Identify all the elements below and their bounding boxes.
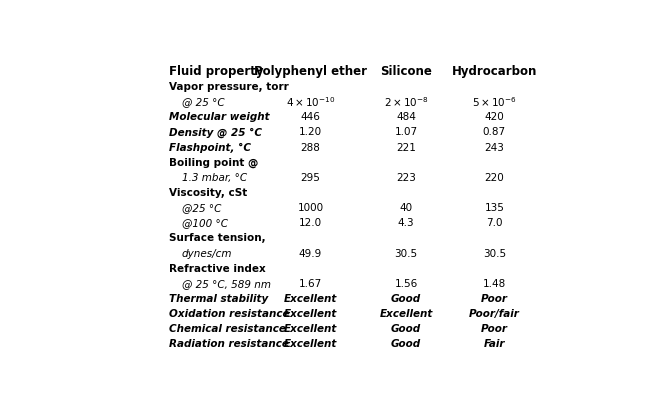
Text: Good: Good bbox=[391, 339, 421, 349]
Text: Viscosity, cSt: Viscosity, cSt bbox=[170, 188, 248, 198]
Text: 1.67: 1.67 bbox=[299, 278, 322, 288]
Text: Fluid property: Fluid property bbox=[170, 65, 264, 78]
Text: 4.3: 4.3 bbox=[398, 218, 415, 228]
Text: Density @ 25 °C: Density @ 25 °C bbox=[170, 127, 263, 137]
Text: Excellent: Excellent bbox=[284, 339, 337, 349]
Text: Excellent: Excellent bbox=[284, 324, 337, 333]
Text: dynes/cm: dynes/cm bbox=[182, 248, 233, 258]
Text: Poor/fair: Poor/fair bbox=[469, 308, 520, 318]
Text: 288: 288 bbox=[300, 142, 320, 152]
Text: Flashpoint, °C: Flashpoint, °C bbox=[170, 142, 252, 152]
Text: $2 \times 10^{-8}$: $2 \times 10^{-8}$ bbox=[384, 95, 428, 109]
Text: 220: 220 bbox=[484, 173, 504, 182]
Text: 7.0: 7.0 bbox=[486, 218, 502, 228]
Text: Vapor pressure, torr: Vapor pressure, torr bbox=[170, 82, 289, 92]
Text: $4 \times 10^{-10}$: $4 \times 10^{-10}$ bbox=[286, 95, 335, 109]
Text: 1.3 mbar, °C: 1.3 mbar, °C bbox=[182, 173, 247, 182]
Text: Boiling point @: Boiling point @ bbox=[170, 157, 259, 167]
Text: $5 \times 10^{-6}$: $5 \times 10^{-6}$ bbox=[472, 95, 517, 109]
Text: Radiation resistance: Radiation resistance bbox=[170, 339, 289, 349]
Text: Poor: Poor bbox=[481, 324, 508, 333]
Text: Silicone: Silicone bbox=[380, 65, 432, 78]
Text: @ 25 °C: @ 25 °C bbox=[182, 97, 225, 107]
Text: 1.48: 1.48 bbox=[483, 278, 506, 288]
Text: Thermal stability: Thermal stability bbox=[170, 293, 268, 303]
Text: Chemical resistance: Chemical resistance bbox=[170, 324, 286, 333]
Text: 12.0: 12.0 bbox=[299, 218, 322, 228]
Text: 223: 223 bbox=[396, 173, 416, 182]
Text: 243: 243 bbox=[484, 142, 504, 152]
Text: Excellent: Excellent bbox=[284, 293, 337, 303]
Text: 1.07: 1.07 bbox=[395, 127, 418, 137]
Text: Surface tension,: Surface tension, bbox=[170, 233, 266, 243]
Text: Good: Good bbox=[391, 324, 421, 333]
Text: Hydrocarbon: Hydrocarbon bbox=[452, 65, 537, 78]
Text: 49.9: 49.9 bbox=[299, 248, 322, 258]
Text: 221: 221 bbox=[396, 142, 416, 152]
Text: Good: Good bbox=[391, 293, 421, 303]
Text: Fair: Fair bbox=[484, 339, 505, 349]
Text: 135: 135 bbox=[484, 202, 504, 213]
Text: 446: 446 bbox=[300, 112, 320, 122]
Text: 40: 40 bbox=[400, 202, 413, 213]
Text: @25 °C: @25 °C bbox=[182, 202, 222, 213]
Text: 0.87: 0.87 bbox=[483, 127, 506, 137]
Text: @100 °C: @100 °C bbox=[182, 218, 228, 228]
Text: Molecular weight: Molecular weight bbox=[170, 112, 270, 122]
Text: Poor: Poor bbox=[481, 293, 508, 303]
Text: 30.5: 30.5 bbox=[395, 248, 418, 258]
Text: 1.20: 1.20 bbox=[299, 127, 322, 137]
Text: Oxidation resistance: Oxidation resistance bbox=[170, 308, 290, 318]
Text: @ 25 °C, 589 nm: @ 25 °C, 589 nm bbox=[182, 278, 271, 288]
Text: 295: 295 bbox=[300, 173, 320, 182]
Text: Excellent: Excellent bbox=[284, 308, 337, 318]
Text: Refractive index: Refractive index bbox=[170, 263, 266, 273]
Text: 1000: 1000 bbox=[298, 202, 324, 213]
Text: Polyphenyl ether: Polyphenyl ether bbox=[254, 65, 367, 78]
Text: 420: 420 bbox=[484, 112, 504, 122]
Text: Excellent: Excellent bbox=[380, 308, 433, 318]
Text: 484: 484 bbox=[396, 112, 416, 122]
Text: 1.56: 1.56 bbox=[395, 278, 418, 288]
Text: 30.5: 30.5 bbox=[483, 248, 506, 258]
